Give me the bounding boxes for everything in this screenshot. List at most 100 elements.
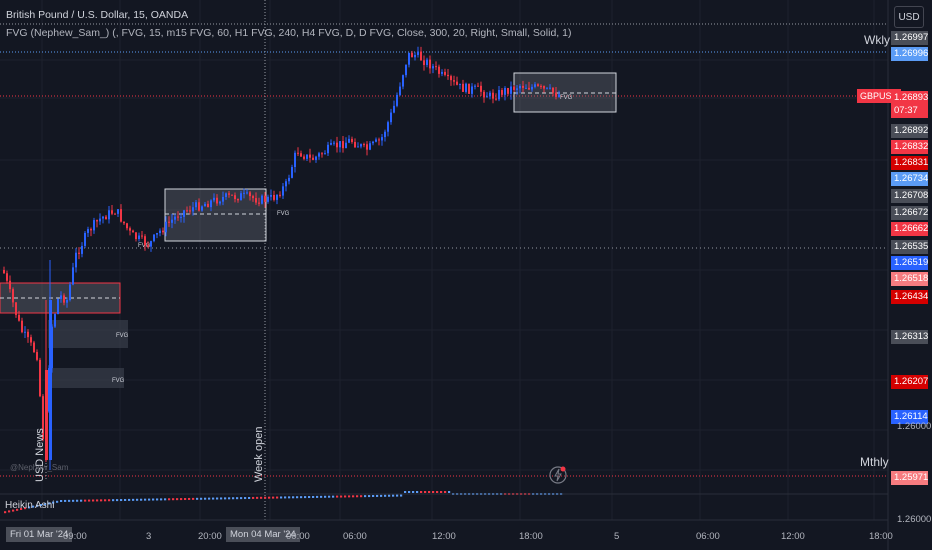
- price-label: 1.26708: [891, 189, 928, 203]
- candle-body: [333, 142, 335, 144]
- ha-dot: [56, 500, 59, 503]
- candle-body: [117, 209, 119, 214]
- candle-body: [408, 52, 410, 65]
- candle-body: [150, 241, 152, 247]
- ha-dot: [280, 496, 283, 499]
- candle-body: [486, 96, 488, 98]
- symbol-title[interactable]: British Pound / U.S. Dollar, 15, OANDA: [6, 9, 189, 21]
- candle-body: [519, 85, 521, 89]
- candle-body: [45, 370, 48, 460]
- indicator-legend[interactable]: FVG (Nephew_Sam_) (, FVG, 15, m15 FVG, 6…: [6, 27, 572, 39]
- candle-body: [204, 203, 206, 207]
- candle-body: [57, 298, 59, 315]
- time-tick: Fri 01 Mar '24: [6, 527, 73, 542]
- candle-body: [444, 71, 446, 75]
- candle-body: [330, 143, 332, 145]
- candle-body: [543, 86, 545, 89]
- ha-dot: [8, 510, 11, 513]
- candle-body: [417, 51, 419, 55]
- candle-body: [255, 198, 257, 203]
- candle-body: [135, 232, 137, 240]
- ha-dot: [84, 499, 87, 502]
- ha-dot: [428, 491, 431, 493]
- ha-dot: [248, 496, 251, 499]
- candle-body: [165, 221, 167, 233]
- candle-body: [93, 220, 95, 231]
- ha-dot: [256, 496, 259, 499]
- candle-body: [516, 88, 518, 90]
- candle-body: [360, 144, 362, 147]
- candle-body: [357, 146, 359, 148]
- usd-news-label: USD News: [34, 428, 46, 482]
- candle-body: [213, 197, 215, 201]
- ha-dot: [304, 496, 307, 499]
- ha-dot: [132, 498, 135, 501]
- time-tick: 09:00: [63, 531, 87, 542]
- candle-body: [33, 342, 35, 353]
- ha-dot: [292, 496, 295, 499]
- candle-body: [453, 80, 455, 82]
- currency-button[interactable]: USD: [894, 6, 924, 28]
- candle-body: [321, 153, 323, 155]
- candle-body: [114, 213, 116, 215]
- candle-body: [501, 90, 503, 95]
- candle-body: [378, 139, 380, 141]
- fvg-box: [48, 368, 124, 388]
- ha-dot: [80, 499, 83, 502]
- candle-body: [201, 206, 203, 211]
- candle-body: [558, 94, 560, 97]
- candle-body: [432, 66, 434, 69]
- candle-body: [147, 245, 149, 247]
- fvg-box: [48, 320, 128, 348]
- ha-dot: [44, 503, 47, 506]
- ha-dot: [108, 499, 111, 502]
- candle-body: [252, 196, 254, 199]
- fvg-label: FVG: [112, 378, 125, 384]
- ha-dot: [20, 508, 23, 510]
- candle-body: [354, 141, 356, 148]
- candle-body: [39, 359, 41, 397]
- ha-dot: [384, 494, 387, 497]
- candle-body: [480, 85, 482, 92]
- candle-body: [273, 194, 275, 200]
- ha-dot: [424, 491, 427, 493]
- candle-body: [387, 122, 389, 132]
- ha-dot: [408, 491, 411, 493]
- ha-dot: [376, 494, 379, 497]
- candle-body: [186, 210, 188, 212]
- candle-body: [489, 92, 491, 97]
- ha-dot: [204, 497, 207, 500]
- ha-dot: [88, 499, 91, 502]
- candle-body: [363, 144, 365, 146]
- ha-dot: [12, 509, 15, 512]
- candle-body: [399, 86, 401, 95]
- candle-body: [69, 284, 71, 300]
- price-label: 1.26519: [891, 256, 928, 270]
- candle-body: [306, 154, 308, 159]
- candle-body: [60, 295, 62, 299]
- candle-body: [30, 337, 32, 343]
- ha-dot: [392, 494, 395, 497]
- ha-dot: [144, 498, 147, 501]
- ha-dot: [336, 495, 339, 498]
- candle-body: [49, 300, 52, 460]
- ha-dot: [372, 495, 375, 498]
- ha-dot: [240, 497, 243, 500]
- candle-body: [15, 302, 17, 315]
- candle-body: [285, 181, 287, 187]
- ha-dot: [220, 497, 223, 500]
- candle-body: [246, 192, 248, 194]
- ha-dot: [396, 494, 399, 497]
- candle-body: [366, 144, 368, 150]
- candle-body: [324, 153, 326, 155]
- ha-dot: [100, 499, 103, 502]
- time-tick: 20:00: [198, 531, 222, 542]
- candle-body: [327, 144, 329, 154]
- ha-dot: [284, 496, 287, 499]
- candle-body: [426, 59, 428, 65]
- heikin-ashi-label[interactable]: Heikin Ashi: [5, 500, 55, 511]
- time-tick: 06:00: [696, 531, 720, 542]
- candle-body: [105, 216, 107, 220]
- candle-body: [498, 90, 500, 100]
